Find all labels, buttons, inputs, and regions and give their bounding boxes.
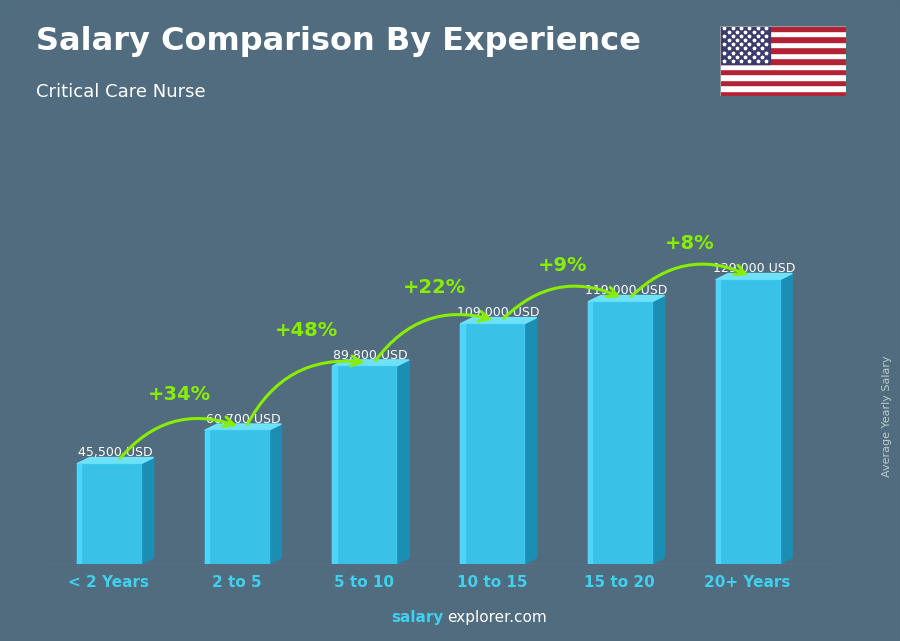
Bar	[460, 324, 464, 564]
Polygon shape	[652, 296, 664, 564]
Polygon shape	[588, 296, 664, 302]
Bar	[720, 74, 846, 80]
Bar	[720, 42, 846, 47]
Text: explorer.com: explorer.com	[447, 610, 547, 625]
Polygon shape	[779, 274, 792, 564]
Bar	[720, 63, 846, 69]
Bar	[720, 85, 846, 91]
Polygon shape	[76, 458, 154, 464]
Text: +48%: +48%	[275, 320, 338, 340]
Text: +22%: +22%	[403, 278, 466, 297]
Bar	[716, 280, 720, 564]
Polygon shape	[140, 458, 154, 564]
Text: +9%: +9%	[537, 256, 587, 276]
Bar	[460, 324, 524, 564]
Text: Critical Care Nurse: Critical Care Nurse	[36, 83, 205, 101]
Bar	[720, 37, 846, 42]
Bar	[76, 464, 140, 564]
Polygon shape	[460, 317, 536, 324]
Bar	[720, 26, 846, 31]
Text: 119,000 USD: 119,000 USD	[585, 285, 668, 297]
Bar	[720, 31, 846, 37]
Text: salary: salary	[392, 610, 444, 625]
Text: Salary Comparison By Experience: Salary Comparison By Experience	[36, 26, 641, 56]
Text: 129,000 USD: 129,000 USD	[713, 262, 796, 275]
Text: +34%: +34%	[148, 385, 211, 404]
Bar	[204, 430, 268, 564]
Bar	[720, 58, 846, 63]
Bar	[720, 53, 846, 58]
Polygon shape	[396, 360, 410, 564]
Bar	[720, 69, 846, 74]
Bar	[720, 91, 846, 96]
Text: 109,000 USD: 109,000 USD	[457, 306, 540, 319]
Polygon shape	[524, 317, 536, 564]
Bar	[588, 302, 652, 564]
Polygon shape	[204, 424, 282, 430]
Text: 89,800 USD: 89,800 USD	[333, 349, 408, 362]
Polygon shape	[716, 274, 792, 280]
Text: 45,500 USD: 45,500 USD	[78, 446, 153, 459]
Bar	[332, 366, 396, 564]
Text: 60,700 USD: 60,700 USD	[206, 413, 280, 426]
Bar	[332, 366, 337, 564]
Bar	[720, 47, 846, 53]
Bar	[716, 280, 779, 564]
Bar	[76, 464, 81, 564]
Text: Average Yearly Salary: Average Yearly Salary	[881, 356, 892, 478]
Polygon shape	[332, 360, 410, 366]
Bar	[204, 430, 209, 564]
Text: +8%: +8%	[665, 235, 715, 253]
Bar	[588, 302, 592, 564]
Bar	[720, 80, 846, 85]
Bar	[720, 26, 770, 63]
Polygon shape	[268, 424, 282, 564]
